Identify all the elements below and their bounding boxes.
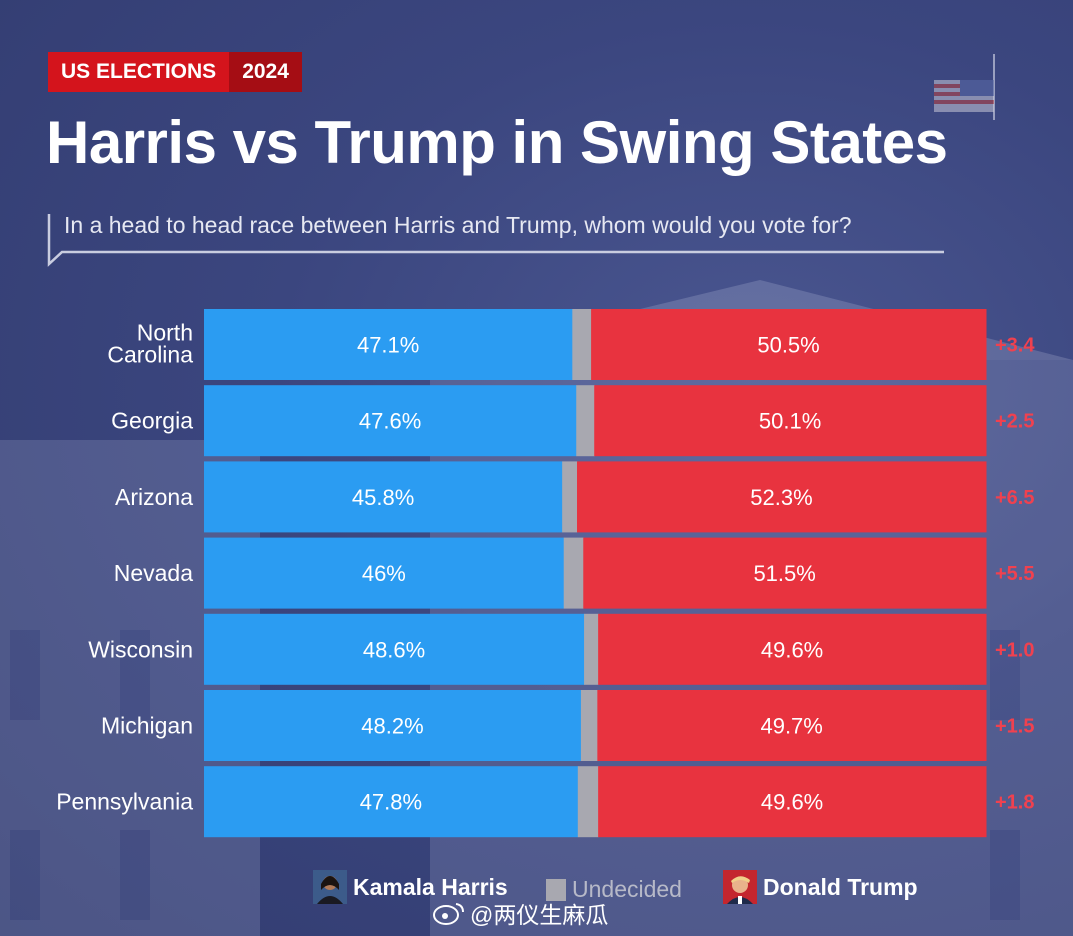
- state-label: Georgia: [111, 408, 193, 434]
- margin-label: +2.5: [995, 411, 1034, 433]
- margin-label: +1.8: [995, 792, 1034, 814]
- data-label-harris: 47.8%: [360, 790, 422, 815]
- margin-label: +1.0: [995, 639, 1034, 661]
- legend-item-trump: Donald Trump: [723, 870, 918, 904]
- legend: Kamala Harris Undecided Donald Trump: [0, 868, 1073, 918]
- chart-subtitle: In a head to head race between Harris an…: [64, 212, 852, 238]
- bar-trump: [597, 690, 987, 761]
- data-label-trump: 50.1%: [759, 409, 821, 434]
- subtitle-bracket: [47, 214, 944, 267]
- legend-label-undecided: Undecided: [572, 876, 682, 902]
- margin-label: +3.4: [995, 335, 1035, 357]
- bar-harris: [204, 766, 579, 838]
- weibo-icon: [433, 903, 464, 925]
- data-label-harris: 48.6%: [363, 637, 425, 662]
- tag-us-elections: US ELECTIONS: [48, 52, 230, 92]
- tag-year: 2024: [229, 52, 302, 92]
- undecided-swatch: [546, 878, 566, 901]
- bar-trump: [598, 766, 987, 838]
- state-label: Wisconsin: [88, 636, 193, 662]
- election-tag: US ELECTIONS 2024: [48, 52, 302, 92]
- bar-trump: [598, 613, 987, 685]
- data-label-trump: 49.7%: [760, 714, 822, 739]
- chart-title: Harris vs Trump in Swing States: [46, 109, 948, 176]
- bar-harris: [204, 385, 577, 457]
- data-label-harris: 48.2%: [361, 714, 423, 739]
- legend-label-harris: Kamala Harris: [353, 873, 508, 900]
- trump-portrait-icon: [723, 870, 757, 904]
- bar-undecided: [562, 461, 578, 533]
- data-label-harris: 47.1%: [357, 333, 419, 358]
- bar-undecided: [580, 690, 598, 761]
- data-label-trump: 49.6%: [761, 637, 823, 662]
- margin-label: +5.5: [995, 563, 1034, 585]
- harris-portrait-icon: [313, 870, 347, 904]
- state-label: Michigan: [101, 713, 193, 739]
- bar-undecided: [563, 537, 584, 609]
- data-label-trump: 50.5%: [757, 333, 819, 358]
- state-label: North Carolina: [107, 320, 193, 368]
- data-label-harris: 46%: [362, 561, 406, 586]
- bar-harris: [204, 690, 582, 761]
- margin-label: +6.5: [995, 487, 1034, 509]
- legend-label-trump: Donald Trump: [763, 873, 918, 900]
- bar-undecided: [576, 385, 595, 457]
- data-label-trump: 51.5%: [753, 561, 815, 586]
- data-label-trump: 49.6%: [761, 790, 823, 815]
- bar-undecided: [577, 766, 599, 838]
- watermark: @两仪生麻瓜: [470, 902, 609, 928]
- margin-label: +1.5: [995, 716, 1034, 738]
- bar-trump: [577, 461, 987, 533]
- bar-undecided: [572, 309, 592, 380]
- legend-item-harris: Kamala Harris: [313, 870, 508, 904]
- state-label: Pennsylvania: [56, 789, 193, 815]
- bar-undecided: [584, 613, 599, 685]
- bar-harris: [204, 537, 565, 609]
- bar-harris: [204, 309, 573, 380]
- data-label-harris: 47.6%: [359, 409, 421, 434]
- bar-trump: [594, 385, 987, 457]
- data-label-harris: 45.8%: [352, 485, 414, 510]
- bar-harris: [204, 613, 585, 685]
- bar-trump: [591, 309, 987, 380]
- state-label: Arizona: [115, 484, 193, 510]
- legend-item-undecided: Undecided: [546, 876, 682, 903]
- bar-harris: [204, 461, 563, 533]
- state-label: Nevada: [114, 560, 193, 586]
- bar-trump: [583, 537, 987, 609]
- data-label-trump: 52.3%: [750, 485, 812, 510]
- flag-icon: [934, 54, 995, 120]
